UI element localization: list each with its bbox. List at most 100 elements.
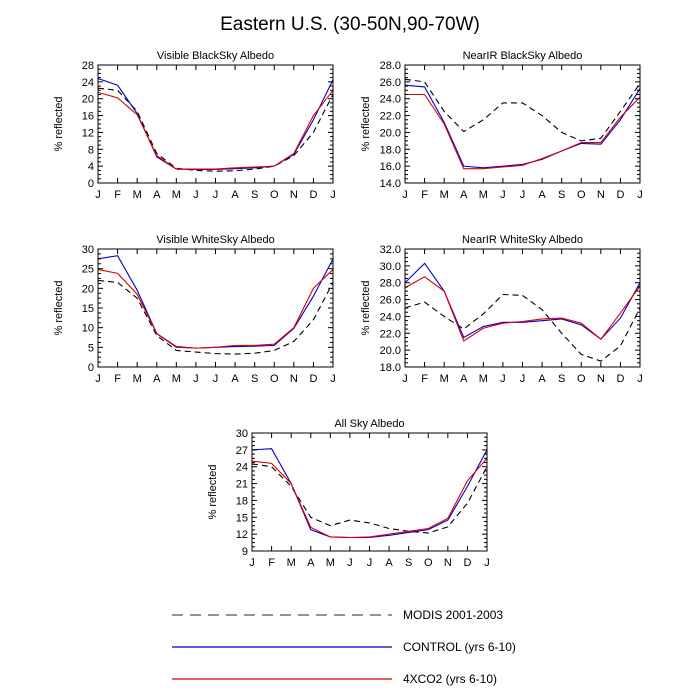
y-tick-label: 32.0 xyxy=(380,244,401,256)
x-tick-label: F xyxy=(114,373,121,385)
x-tick-label: A xyxy=(460,189,468,201)
y-axis-label: % reflected xyxy=(53,280,65,335)
x-tick-label: J xyxy=(249,557,255,569)
x-tick-label: J xyxy=(637,373,643,385)
series-line-4xco2-yrs-6-10 xyxy=(404,276,641,342)
x-tick-label: F xyxy=(114,189,121,201)
series-line-4xco2-yrs-6-10 xyxy=(97,89,334,170)
x-tick-label: M xyxy=(326,557,335,569)
y-tick-label: 15 xyxy=(82,303,94,315)
x-tick-label: J xyxy=(520,373,526,385)
y-tick-label: 27 xyxy=(236,445,248,457)
legend-label-modis: MODIS 2001-2003 xyxy=(403,608,503,622)
x-tick-label: J xyxy=(330,189,336,201)
y-tick-label: 20.0 xyxy=(380,345,401,357)
x-tick-label: O xyxy=(424,557,433,569)
series-line-4xco2-yrs-6-10 xyxy=(405,93,641,170)
y-tick-label: 30 xyxy=(236,428,248,440)
x-tick-label: M xyxy=(287,557,296,569)
y-tick-label: 28.0 xyxy=(380,60,401,72)
x-tick-label: O xyxy=(577,189,586,201)
x-tick-label: A xyxy=(538,189,546,201)
x-tick-label: M xyxy=(440,189,449,201)
y-tick-label: 0 xyxy=(88,362,94,374)
x-tick-label: M xyxy=(133,373,142,385)
x-tick-label: A xyxy=(231,189,239,201)
x-tick-label: S xyxy=(558,373,565,385)
panel-title: Visible BlackSky Albedo xyxy=(157,50,274,62)
y-tick-label: 20 xyxy=(82,283,94,295)
x-tick-label: F xyxy=(268,557,275,569)
x-tick-label: M xyxy=(479,189,488,201)
y-tick-label: 24.0 xyxy=(380,94,401,106)
x-tick-label: M xyxy=(440,373,449,385)
x-tick-label: M xyxy=(172,189,181,201)
y-tick-label: 18.0 xyxy=(380,362,401,374)
y-tick-label: 16 xyxy=(82,111,94,123)
series-line-modis-2001-2003 xyxy=(404,78,641,142)
legend-label-control: CONTROL (yrs 6-10) xyxy=(403,640,516,654)
y-tick-label: 8 xyxy=(88,144,94,156)
x-tick-label: S xyxy=(405,557,412,569)
y-tick-label: 28 xyxy=(82,60,94,72)
x-tick-label: A xyxy=(153,189,161,201)
x-tick-label: J xyxy=(213,189,219,201)
x-tick-label: J xyxy=(500,189,506,201)
x-tick-label: D xyxy=(616,189,624,201)
series-line-control-yrs-6-10 xyxy=(97,77,334,171)
x-tick-label: J xyxy=(193,373,199,385)
x-tick-label: A xyxy=(307,557,315,569)
y-tick-label: 10 xyxy=(82,323,94,335)
x-tick-label: F xyxy=(421,189,428,201)
x-tick-label: D xyxy=(463,557,471,569)
x-tick-label: D xyxy=(616,373,624,385)
y-tick-label: 28.0 xyxy=(380,278,401,290)
x-tick-label: M xyxy=(133,189,142,201)
x-tick-label: J xyxy=(500,373,506,385)
y-tick-label: 18.0 xyxy=(380,144,401,156)
plot-frame xyxy=(97,248,334,368)
x-tick-label: M xyxy=(479,373,488,385)
y-tick-label: 22.0 xyxy=(380,111,401,123)
series-line-control-yrs-6-10 xyxy=(251,448,488,539)
x-tick-label: N xyxy=(444,557,452,569)
y-tick-label: 5 xyxy=(88,342,94,354)
x-tick-label: J xyxy=(193,189,199,201)
y-tick-label: 0 xyxy=(88,178,94,190)
y-tick-label: 18 xyxy=(236,495,248,507)
x-tick-label: N xyxy=(290,189,298,201)
x-tick-label: A xyxy=(153,373,161,385)
x-tick-label: J xyxy=(347,557,353,569)
y-tick-label: 24.0 xyxy=(380,311,401,323)
y-tick-label: 15 xyxy=(236,512,248,524)
panel-title: NearIR BlackSky Albedo xyxy=(463,50,583,62)
x-tick-label: A xyxy=(231,373,239,385)
series-line-control-yrs-6-10 xyxy=(97,255,334,349)
x-tick-label: M xyxy=(172,373,181,385)
y-tick-label: 26.0 xyxy=(380,77,401,89)
y-tick-label: 14.0 xyxy=(380,178,401,190)
x-tick-label: N xyxy=(290,373,298,385)
y-tick-label: 9 xyxy=(242,546,248,558)
x-tick-label: J xyxy=(637,189,643,201)
panel-title: Visible WhiteSky Albedo xyxy=(156,234,274,246)
y-tick-label: 21 xyxy=(236,479,248,491)
x-tick-label: A xyxy=(538,373,546,385)
x-tick-label: J xyxy=(520,189,526,201)
x-tick-label: J xyxy=(402,373,408,385)
series-line-4xco2-yrs-6-10 xyxy=(251,457,488,539)
y-axis-label: % reflected xyxy=(360,280,372,335)
x-tick-label: N xyxy=(597,373,605,385)
x-tick-label: O xyxy=(577,373,586,385)
x-tick-label: D xyxy=(309,189,317,201)
series-line-modis-2001-2003 xyxy=(404,293,641,362)
x-tick-label: S xyxy=(558,189,565,201)
y-tick-label: 12 xyxy=(82,127,94,139)
y-tick-label: 24 xyxy=(236,462,248,474)
y-axis-label: % reflected xyxy=(360,96,372,151)
